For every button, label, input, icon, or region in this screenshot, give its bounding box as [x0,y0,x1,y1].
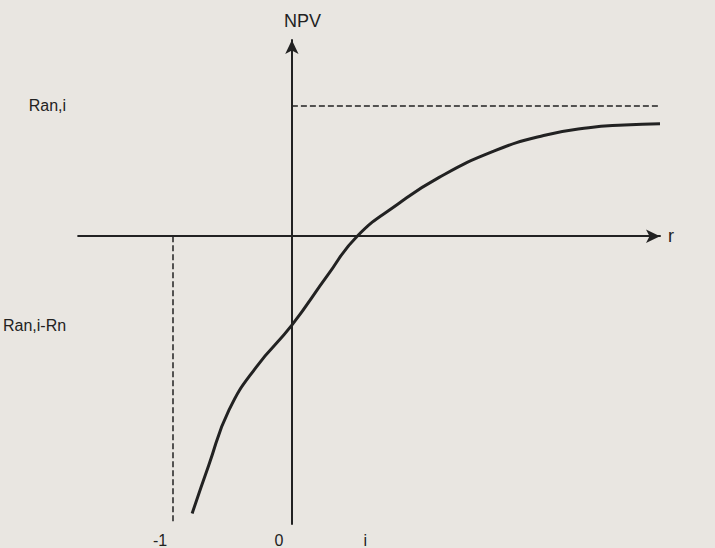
svg-text:-1: -1 [153,532,167,548]
svg-text:0: 0 [274,532,283,548]
svg-text:Ran,i-Rn: Ran,i-Rn [3,317,66,334]
svg-text:i: i [363,532,367,548]
svg-text:Ran,i: Ran,i [29,97,66,114]
svg-text:r: r [668,226,674,246]
svg-text:NPV: NPV [284,11,321,31]
